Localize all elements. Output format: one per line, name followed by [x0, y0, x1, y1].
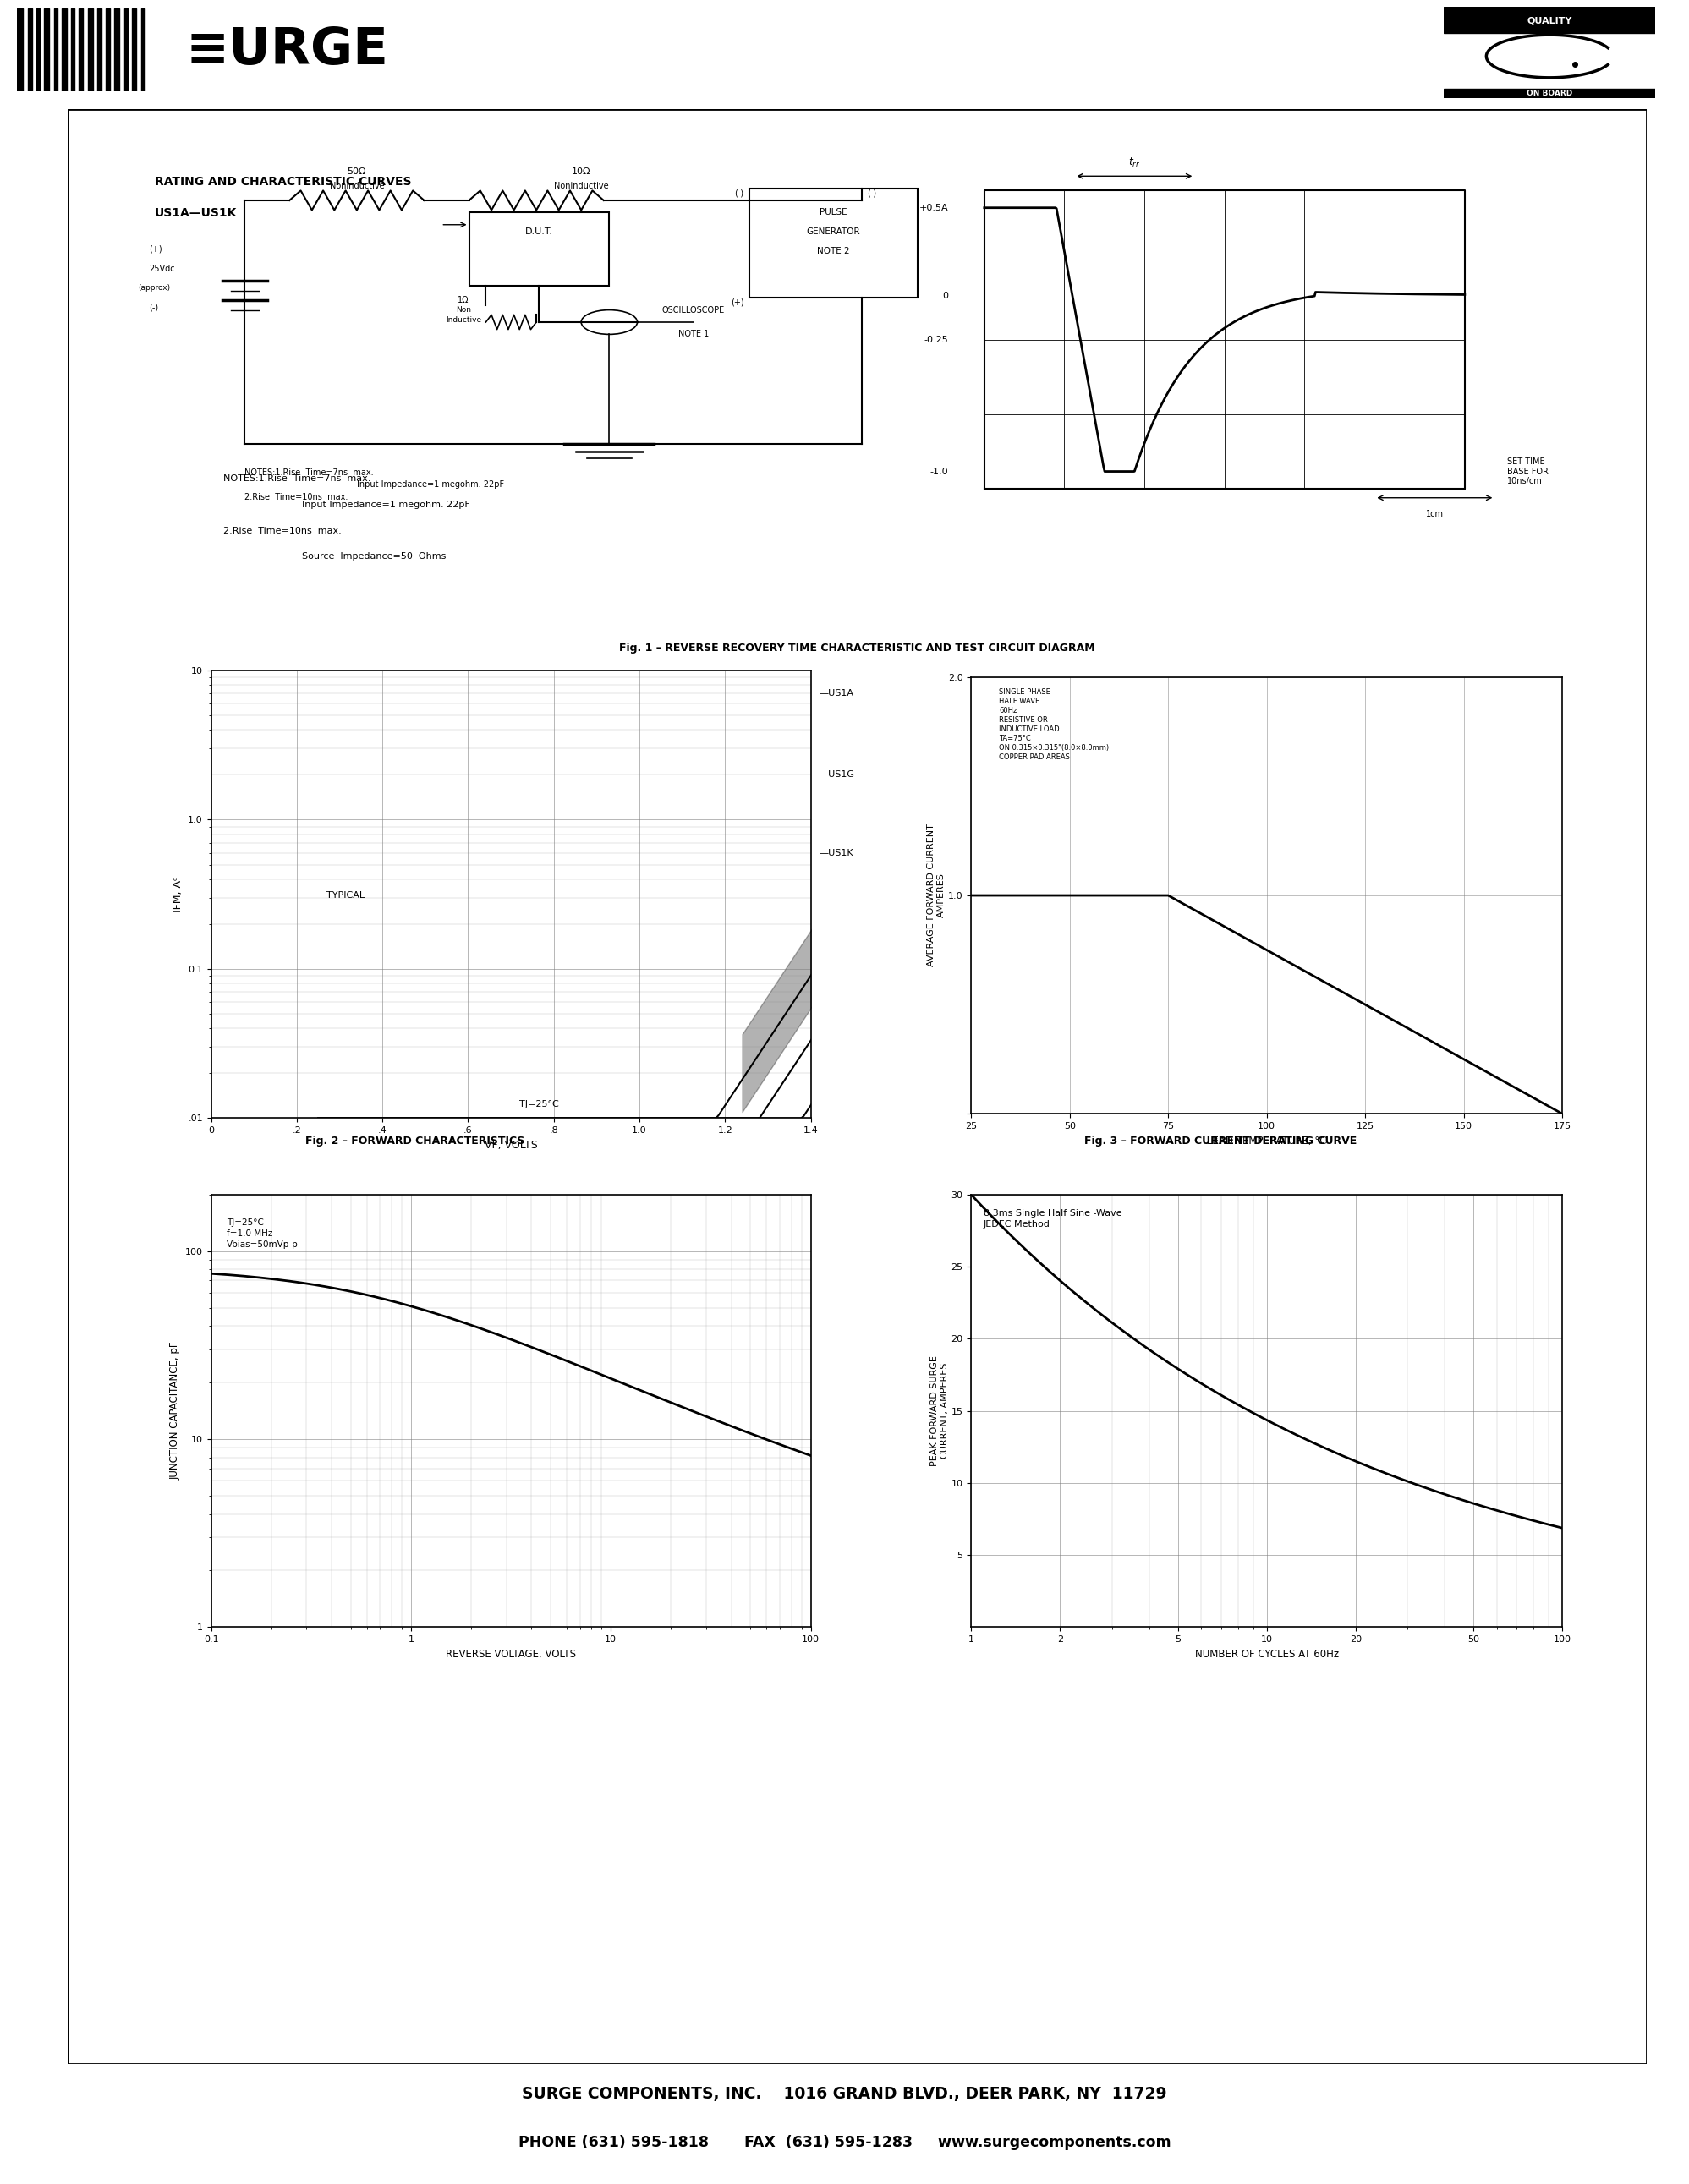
Text: 25Vdc: 25Vdc [149, 264, 176, 273]
Y-axis label: PEAK FORWARD SURGE
CURRENT, AMPERES: PEAK FORWARD SURGE CURRENT, AMPERES [931, 1356, 949, 1465]
Text: TJ=25°C: TJ=25°C [520, 1099, 559, 1107]
Text: TYPICAL: TYPICAL [326, 891, 365, 900]
Y-axis label: JUNCTION CAPACITANCE, pF: JUNCTION CAPACITANCE, pF [169, 1341, 181, 1481]
Bar [140, 9, 145, 92]
Bar [54, 9, 57, 92]
Bar [98, 9, 101, 92]
Bar [750, 188, 917, 297]
Text: 2.Rise  Time=10ns  max.: 2.Rise Time=10ns max. [223, 526, 341, 535]
Text: Inductive: Inductive [446, 317, 481, 323]
Text: Fig. 5 – PEAK FORWARD SURGE CURRENT: Fig. 5 – PEAK FORWARD SURGE CURRENT [1098, 1590, 1343, 1601]
Text: 0: 0 [942, 290, 948, 299]
X-axis label: REVERSE VOLTAGE, VOLTS: REVERSE VOLTAGE, VOLTS [446, 1649, 576, 1660]
X-axis label: VF, VOLTS: VF, VOLTS [485, 1140, 537, 1151]
Text: Fig. 4 – TYPICAL JUNCTION CAPACITANCE: Fig. 4 – TYPICAL JUNCTION CAPACITANCE [294, 1590, 535, 1601]
Text: OSCILLOSCOPE: OSCILLOSCOPE [662, 306, 725, 314]
Text: SET TIME
BASE FOR
10ns/cm: SET TIME BASE FOR 10ns/cm [1507, 456, 1549, 485]
X-axis label: NUMBER OF CYCLES AT 60Hz: NUMBER OF CYCLES AT 60Hz [1194, 1649, 1339, 1660]
Bar [106, 9, 110, 92]
Text: (+): (+) [149, 245, 162, 253]
Text: —US1G: —US1G [819, 771, 855, 780]
Bar [1444, 7, 1655, 33]
Text: GENERATOR: GENERATOR [807, 227, 861, 236]
Bar [1444, 90, 1655, 98]
Text: ON BOARD: ON BOARD [1527, 90, 1572, 98]
Text: Input Impedance=1 megohm. 22pF: Input Impedance=1 megohm. 22pF [302, 500, 470, 509]
Bar [115, 9, 120, 92]
Bar [79, 9, 83, 92]
Text: 50Ω: 50Ω [348, 168, 367, 177]
Text: -1.0: -1.0 [931, 467, 948, 476]
Text: —US1A: —US1A [819, 690, 855, 699]
Bar [37, 9, 41, 92]
Text: —US1K: —US1K [819, 850, 853, 856]
Text: $t_{rr}$: $t_{rr}$ [1128, 157, 1140, 168]
Text: SINGLE PHASE
HALF WAVE
60Hz
RESISTIVE OR
INDUCTIVE LOAD
TA=75°C
ON 0.315×0.315"(: SINGLE PHASE HALF WAVE 60Hz RESISTIVE OR… [998, 688, 1108, 762]
Text: Fig. 1 – REVERSE RECOVERY TIME CHARACTERISTIC AND TEST CIRCUIT DIAGRAM: Fig. 1 – REVERSE RECOVERY TIME CHARACTER… [620, 642, 1094, 653]
Text: PULSE: PULSE [819, 207, 848, 216]
Bar [88, 9, 93, 92]
Text: US1A—US1K: US1A—US1K [154, 207, 236, 218]
Text: (-): (-) [868, 188, 877, 197]
Text: SURGE COMPONENTS, INC.    1016 GRAND BLVD., DEER PARK, NY  11729: SURGE COMPONENTS, INC. 1016 GRAND BLVD.,… [522, 2086, 1167, 2101]
Text: +0.5A: +0.5A [919, 203, 948, 212]
Text: -0.25: -0.25 [924, 336, 948, 343]
Text: RATING AND CHARACTERISTIC CURVES: RATING AND CHARACTERISTIC CURVES [154, 175, 410, 188]
Text: NOTES:1.Rise  Time=7ns  max.: NOTES:1.Rise Time=7ns max. [223, 474, 372, 483]
Text: TJ=25°C
f=1.0 MHz
Vbias=50mVp-p: TJ=25°C f=1.0 MHz Vbias=50mVp-p [226, 1219, 299, 1249]
Text: (-): (-) [149, 304, 159, 312]
Text: D.U.T.: D.U.T. [525, 227, 552, 236]
Bar [44, 9, 49, 92]
Text: Fig. 3 – FORWARD CURRENT DERATING CURVE: Fig. 3 – FORWARD CURRENT DERATING CURVE [1084, 1136, 1356, 1147]
Text: NOTES:1.Rise  Time=7ns  max.: NOTES:1.Rise Time=7ns max. [245, 467, 373, 476]
Text: ≡URGE: ≡URGE [186, 26, 388, 74]
Text: 10Ω: 10Ω [571, 168, 591, 177]
Bar [71, 9, 74, 92]
Text: (-): (-) [735, 188, 743, 197]
Text: NOTE 2: NOTE 2 [817, 247, 850, 256]
Y-axis label: AVERAGE FORWARD CURRENT
AMPERES: AVERAGE FORWARD CURRENT AMPERES [927, 823, 946, 968]
Text: 8.3ms Single Half Sine -Wave
JEDEC Method: 8.3ms Single Half Sine -Wave JEDEC Metho… [983, 1210, 1121, 1230]
Text: 1Ω: 1Ω [458, 295, 470, 304]
Text: NOTE 1: NOTE 1 [677, 330, 709, 339]
Bar [123, 9, 127, 92]
Bar [132, 9, 137, 92]
Text: PHONE (631) 595-1818       FAX  (631) 595-1283     www.surgecomponents.com: PHONE (631) 595-1818 FAX (631) 595-1283 … [519, 2136, 1170, 2151]
Text: QUALITY: QUALITY [1527, 15, 1572, 24]
Text: Noninductive: Noninductive [329, 181, 383, 190]
Text: (+): (+) [731, 299, 743, 306]
Y-axis label: IFM, Aᶜ: IFM, Aᶜ [172, 876, 184, 913]
Bar [470, 212, 610, 286]
Text: Non: Non [456, 306, 471, 314]
Text: Input Impedance=1 megohm. 22pF: Input Impedance=1 megohm. 22pF [356, 480, 503, 489]
Bar [17, 9, 24, 92]
Text: Fig. 2 – FORWARD CHARACTERISTICS: Fig. 2 – FORWARD CHARACTERISTICS [306, 1136, 525, 1147]
X-axis label: LEAD TEMPERATURE, °C: LEAD TEMPERATURE, °C [1208, 1136, 1326, 1147]
Text: (approx): (approx) [138, 284, 171, 293]
Bar [27, 9, 32, 92]
Text: 2.Rise  Time=10ns  max.: 2.Rise Time=10ns max. [245, 494, 348, 500]
Text: 1cm: 1cm [1426, 511, 1444, 518]
Bar [62, 9, 66, 92]
Text: Source  Impedance=50  Ohms: Source Impedance=50 Ohms [302, 553, 446, 561]
Text: Noninductive: Noninductive [554, 181, 608, 190]
